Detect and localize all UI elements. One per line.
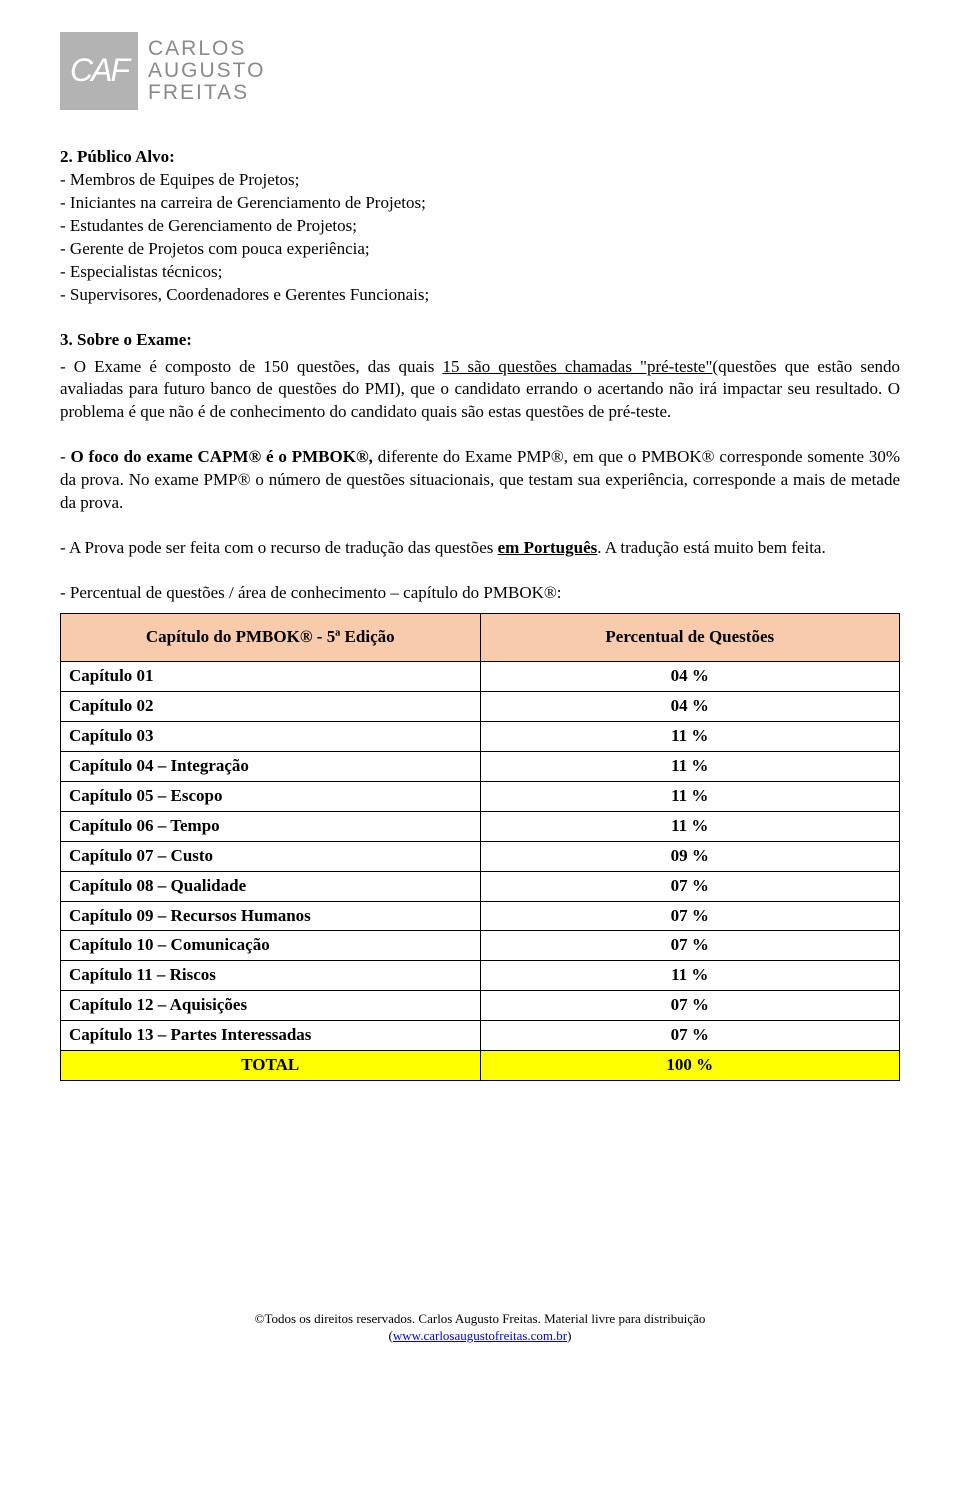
bold-underline-text: em Português — [498, 538, 598, 557]
table-cell-pct: 11 % — [480, 721, 900, 751]
logo-line1: CARLOS — [148, 38, 265, 60]
table-cell-chapter: Capítulo 04 – Integração — [61, 751, 481, 781]
section-3-p1: - O Exame é composto de 150 questões, da… — [60, 356, 900, 425]
list-item: - Supervisores, Coordenadores e Gerentes… — [60, 284, 900, 307]
footer-link[interactable]: www.carlosaugustofreitas.com.br — [393, 1328, 567, 1343]
footer-line1: ©Todos os direitos reservados. Carlos Au… — [255, 1311, 706, 1326]
table-cell-chapter: Capítulo 12 – Aquisições — [61, 991, 481, 1021]
table-cell-chapter: Capítulo 13 – Partes Interessadas — [61, 1021, 481, 1051]
table-row-total: TOTAL100 % — [61, 1051, 900, 1081]
table-cell-pct: 07 % — [480, 901, 900, 931]
logo-line2: AUGUSTO — [148, 60, 265, 82]
table-row: Capítulo 13 – Partes Interessadas07 % — [61, 1021, 900, 1051]
table-row: Capítulo 10 – Comunicação07 % — [61, 931, 900, 961]
table-row: Capítulo 05 – Escopo11 % — [61, 781, 900, 811]
table-row: Capítulo 08 – Qualidade07 % — [61, 871, 900, 901]
list-item: - Iniciantes na carreira de Gerenciament… — [60, 192, 900, 215]
section-3-p3: - A Prova pode ser feita com o recurso d… — [60, 537, 900, 560]
table-row: Capítulo 07 – Custo09 % — [61, 841, 900, 871]
table-header-col1: Capítulo do PMBOK® - 5ª Edição — [61, 614, 481, 662]
table-row: Capítulo 0204 % — [61, 691, 900, 721]
logo-name: CARLOS AUGUSTO FREITAS — [148, 38, 265, 104]
underlined-text: 15 são questões chamadas "pré-teste" — [442, 357, 712, 376]
table-cell-total-label: TOTAL — [61, 1051, 481, 1081]
table-cell-chapter: Capítulo 09 – Recursos Humanos — [61, 901, 481, 931]
table-header-row: Capítulo do PMBOK® - 5ª Edição Percentua… — [61, 614, 900, 662]
table-cell-pct: 11 % — [480, 811, 900, 841]
table-cell-pct: 09 % — [480, 841, 900, 871]
list-item: - Gerente de Projetos com pouca experiên… — [60, 238, 900, 261]
table-cell-pct: 07 % — [480, 991, 900, 1021]
table-cell-chapter: Capítulo 10 – Comunicação — [61, 931, 481, 961]
section-3-p2: - O foco do exame CAPM® é o PMBOK®, dife… — [60, 446, 900, 515]
list-item: - Especialistas técnicos; — [60, 261, 900, 284]
table-row: Capítulo 0104 % — [61, 662, 900, 692]
table-cell-pct: 07 % — [480, 1021, 900, 1051]
table-cell-chapter: Capítulo 07 – Custo — [61, 841, 481, 871]
table-row: Capítulo 09 – Recursos Humanos07 % — [61, 901, 900, 931]
table-row: Capítulo 11 – Riscos11 % — [61, 961, 900, 991]
table-body: Capítulo 0104 %Capítulo 0204 %Capítulo 0… — [61, 662, 900, 1081]
bold-text: O foco do exame CAPM® é o PMBOK®, — [71, 447, 373, 466]
footer: ©Todos os direitos reservados. Carlos Au… — [60, 1311, 900, 1345]
table-row: Capítulo 12 – Aquisições07 % — [61, 991, 900, 1021]
logo-mark: CAF — [60, 32, 138, 110]
text: - — [60, 447, 71, 466]
text: - A Prova pode ser feita com o recurso d… — [60, 538, 498, 557]
percent-table: Capítulo do PMBOK® - 5ª Edição Percentua… — [60, 613, 900, 1081]
table-cell-chapter: Capítulo 01 — [61, 662, 481, 692]
table-cell-chapter: Capítulo 11 – Riscos — [61, 961, 481, 991]
table-cell-chapter: Capítulo 02 — [61, 691, 481, 721]
logo-line3: FREITAS — [148, 82, 265, 104]
table-cell-pct: 04 % — [480, 691, 900, 721]
table-cell-chapter: Capítulo 03 — [61, 721, 481, 751]
text: . A tradução está muito bem feita. — [597, 538, 826, 557]
section-3-title: 3. Sobre o Exame: — [60, 329, 900, 352]
table-header-col2: Percentual de Questões — [480, 614, 900, 662]
logo-block: CAF CARLOS AUGUSTO FREITAS — [60, 32, 900, 110]
table-cell-chapter: Capítulo 06 – Tempo — [61, 811, 481, 841]
list-item: - Estudantes de Gerenciamento de Projeto… — [60, 215, 900, 238]
table-cell-pct: 11 % — [480, 781, 900, 811]
document-page: CAF CARLOS AUGUSTO FREITAS 2. Público Al… — [0, 0, 960, 1385]
table-cell-pct: 07 % — [480, 871, 900, 901]
logo-mark-text: CAF — [70, 49, 128, 92]
list-item: - Membros de Equipes de Projetos; — [60, 169, 900, 192]
table-cell-pct: 04 % — [480, 662, 900, 692]
table-cell-total-pct: 100 % — [480, 1051, 900, 1081]
table-cell-pct: 11 % — [480, 961, 900, 991]
table-row: Capítulo 0311 % — [61, 721, 900, 751]
table-cell-chapter: Capítulo 08 – Qualidade — [61, 871, 481, 901]
text: - O Exame é composto de 150 questões, da… — [60, 357, 442, 376]
table-cell-chapter: Capítulo 05 – Escopo — [61, 781, 481, 811]
section-3-p4: - Percentual de questões / área de conhe… — [60, 582, 900, 605]
table-row: Capítulo 04 – Integração11 % — [61, 751, 900, 781]
section-2-title: 2. Público Alvo: — [60, 146, 900, 169]
footer-close: ) — [567, 1328, 571, 1343]
table-cell-pct: 07 % — [480, 931, 900, 961]
table-row: Capítulo 06 – Tempo11 % — [61, 811, 900, 841]
table-cell-pct: 11 % — [480, 751, 900, 781]
